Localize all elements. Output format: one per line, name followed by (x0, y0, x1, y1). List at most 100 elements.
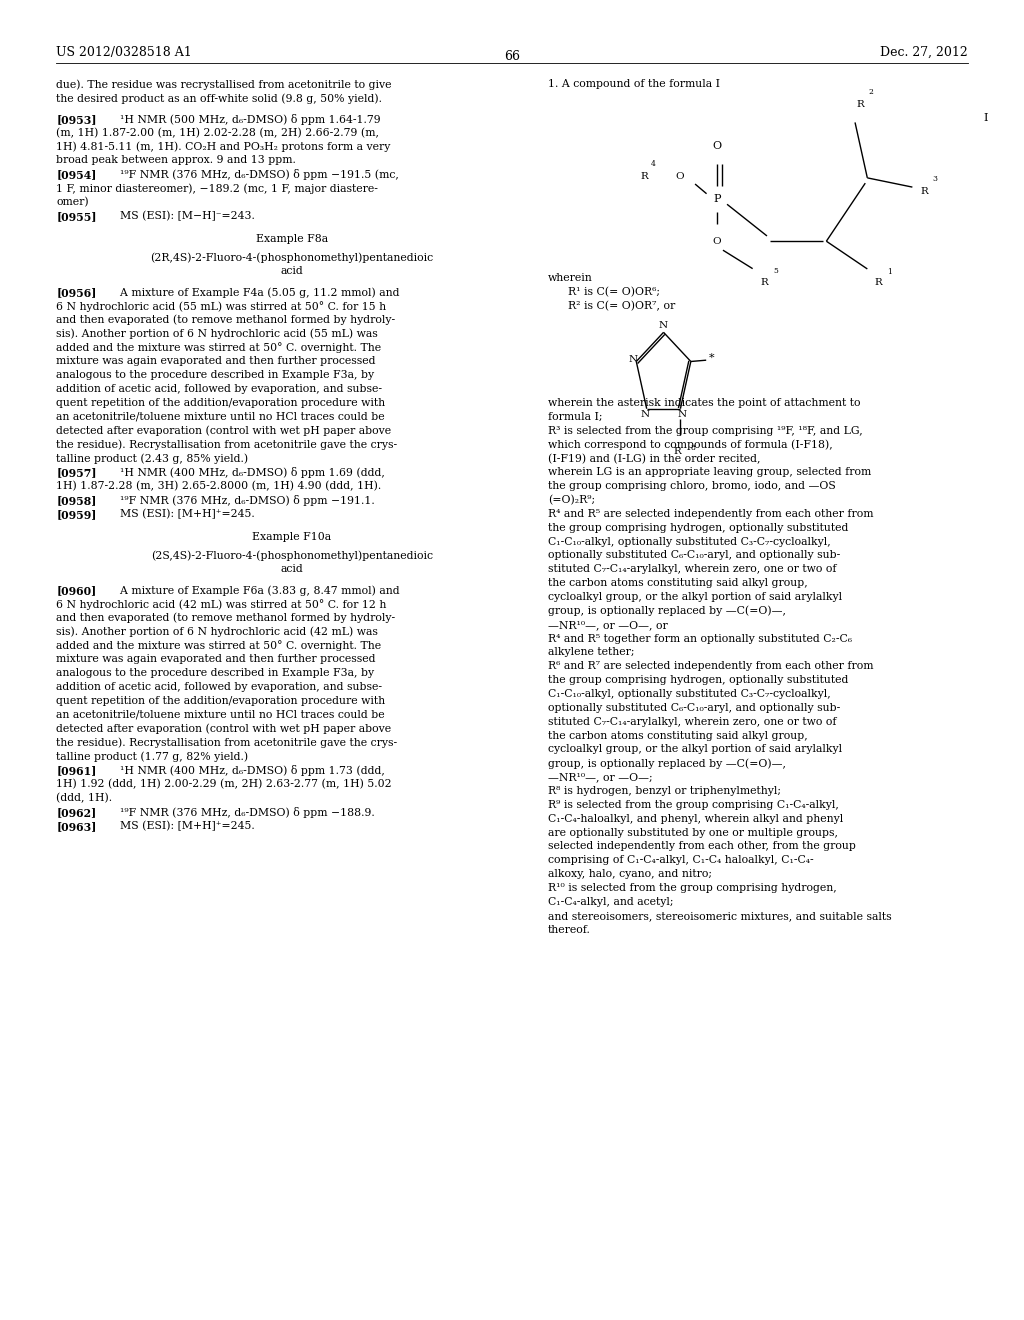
Text: [0954]: [0954] (56, 169, 96, 181)
Text: quent repetition of the addition/evaporation procedure with: quent repetition of the addition/evapora… (56, 696, 385, 706)
Text: 1H) 1.87-2.28 (m, 3H) 2.65-2.8000 (m, 1H) 4.90 (ddd, 1H).: 1H) 1.87-2.28 (m, 3H) 2.65-2.8000 (m, 1H… (56, 480, 382, 491)
Text: 1H) 1.92 (ddd, 1H) 2.00-2.29 (m, 2H) 2.63-2.77 (m, 1H) 5.02: 1H) 1.92 (ddd, 1H) 2.00-2.29 (m, 2H) 2.6… (56, 779, 392, 789)
Text: optionally substituted C₆-C₁₀-aryl, and optionally sub-: optionally substituted C₆-C₁₀-aryl, and … (548, 702, 840, 713)
Text: O: O (713, 141, 721, 150)
Text: R: R (921, 186, 929, 195)
Text: —NR¹⁰—, or —O—;: —NR¹⁰—, or —O—; (548, 772, 652, 783)
Text: Dec. 27, 2012: Dec. 27, 2012 (880, 46, 968, 59)
Text: wherein: wherein (548, 273, 593, 284)
Text: sis). Another portion of 6 N hydrochloric acid (55 mL) was: sis). Another portion of 6 N hydrochlori… (56, 329, 378, 339)
Text: R¹⁰ is selected from the group comprising hydrogen,: R¹⁰ is selected from the group comprisin… (548, 883, 837, 894)
Text: mixture was again evaporated and then further processed: mixture was again evaporated and then fu… (56, 655, 376, 664)
Text: 6 N hydrochloric acid (42 mL) was stirred at 50° C. for 12 h: 6 N hydrochloric acid (42 mL) was stirre… (56, 599, 387, 610)
Text: an acetonitrile/toluene mixture until no HCl traces could be: an acetonitrile/toluene mixture until no… (56, 412, 385, 422)
Text: [0956]: [0956] (56, 286, 96, 298)
Text: the carbon atoms constituting said alkyl group,: the carbon atoms constituting said alkyl… (548, 730, 808, 741)
Text: cycloalkyl group, or the alkyl portion of said arylalkyl: cycloalkyl group, or the alkyl portion o… (548, 744, 842, 755)
Text: acid: acid (281, 564, 303, 574)
Text: —NR¹⁰—, or —O—, or: —NR¹⁰—, or —O—, or (548, 619, 668, 630)
Text: N: N (678, 409, 687, 418)
Text: the residue). Recrystallisation from acetonitrile gave the crys-: the residue). Recrystallisation from ace… (56, 440, 397, 450)
Text: [0961]: [0961] (56, 766, 96, 776)
Text: R: R (874, 279, 883, 288)
Text: (2R,4S)-2-Fluoro-4-(phosphonomethyl)pentanedioic: (2R,4S)-2-Fluoro-4-(phosphonomethyl)pent… (151, 252, 433, 263)
Text: (m, 1H) 1.87-2.00 (m, 1H) 2.02-2.28 (m, 2H) 2.66-2.79 (m,: (m, 1H) 1.87-2.00 (m, 1H) 2.02-2.28 (m, … (56, 128, 379, 139)
Text: [0960]: [0960] (56, 585, 96, 597)
Text: A mixture of Example F4a (5.05 g, 11.2 mmol) and: A mixture of Example F4a (5.05 g, 11.2 m… (113, 286, 399, 298)
Text: ¹⁹F NMR (376 MHz, d₆-DMSO) δ ppm −188.9.: ¹⁹F NMR (376 MHz, d₆-DMSO) δ ppm −188.9. (113, 807, 375, 818)
Text: which correspond to compounds of formula (I-F18),: which correspond to compounds of formula… (548, 440, 833, 450)
Text: the desired product as an off-white solid (9.8 g, 50% yield).: the desired product as an off-white soli… (56, 92, 382, 104)
Text: 8: 8 (690, 445, 695, 453)
Text: US 2012/0328518 A1: US 2012/0328518 A1 (56, 46, 193, 59)
Text: [0955]: [0955] (56, 211, 97, 222)
Text: [0953]: [0953] (56, 114, 97, 125)
Text: (ddd, 1H).: (ddd, 1H). (56, 793, 113, 804)
Text: broad peak between approx. 9 and 13 ppm.: broad peak between approx. 9 and 13 ppm. (56, 156, 296, 165)
Text: R⁴ and R⁵ are selected independently from each other from: R⁴ and R⁵ are selected independently fro… (548, 508, 873, 519)
Text: 2: 2 (868, 88, 873, 96)
Text: MS (ESI): [M−H]⁻=243.: MS (ESI): [M−H]⁻=243. (113, 211, 255, 222)
Text: R: R (674, 447, 681, 455)
Text: detected after evaporation (control with wet pH paper above: detected after evaporation (control with… (56, 723, 391, 734)
Text: ¹H NMR (400 MHz, d₆-DMSO) δ ppm 1.73 (ddd,: ¹H NMR (400 MHz, d₆-DMSO) δ ppm 1.73 (dd… (113, 766, 385, 776)
Text: talline product (2.43 g, 85% yield.): talline product (2.43 g, 85% yield.) (56, 453, 249, 465)
Text: omer): omer) (56, 197, 89, 207)
Text: wherein the asterisk indicates the point of attachment to: wherein the asterisk indicates the point… (548, 397, 860, 408)
Text: R⁶ and R⁷ are selected independently from each other from: R⁶ and R⁷ are selected independently fro… (548, 661, 873, 672)
Text: (I-F19) and (I-LG) in the order recited,: (I-F19) and (I-LG) in the order recited, (548, 453, 761, 463)
Text: R⁴ and R⁵ together form an optionally substituted C₂-C₆: R⁴ and R⁵ together form an optionally su… (548, 634, 852, 644)
Text: due). The residue was recrystallised from acetonitrile to give: due). The residue was recrystallised fro… (56, 79, 392, 90)
Text: the carbon atoms constituting said alkyl group,: the carbon atoms constituting said alkyl… (548, 578, 808, 589)
Text: added and the mixture was stirred at 50° C. overnight. The: added and the mixture was stirred at 50°… (56, 342, 382, 354)
Text: N: N (629, 355, 637, 364)
Text: talline product (1.77 g, 82% yield.): talline product (1.77 g, 82% yield.) (56, 751, 249, 762)
Text: ¹⁹F NMR (376 MHz, d₆-DMSO) δ ppm −191.1.: ¹⁹F NMR (376 MHz, d₆-DMSO) δ ppm −191.1. (113, 495, 375, 506)
Text: ¹H NMR (500 MHz, d₆-DMSO) δ ppm 1.64-1.79: ¹H NMR (500 MHz, d₆-DMSO) δ ppm 1.64-1.7… (113, 114, 380, 125)
Text: Example F10a: Example F10a (252, 532, 332, 543)
Text: group, is optionally replaced by —C(=O)—,: group, is optionally replaced by —C(=O)—… (548, 758, 785, 770)
Text: addition of acetic acid, followed by evaporation, and subse-: addition of acetic acid, followed by eva… (56, 682, 382, 692)
Text: R: R (761, 279, 769, 286)
Text: addition of acetic acid, followed by evaporation, and subse-: addition of acetic acid, followed by eva… (56, 384, 382, 395)
Text: O: O (713, 238, 721, 246)
Text: acid: acid (281, 267, 303, 276)
Text: R⁹ is selected from the group comprising C₁-C₄-alkyl,: R⁹ is selected from the group comprising… (548, 800, 839, 810)
Text: Example F8a: Example F8a (256, 235, 328, 244)
Text: 3: 3 (933, 176, 938, 183)
Text: alkylene tether;: alkylene tether; (548, 647, 634, 657)
Text: ¹⁹F NMR (376 MHz, d₆-DMSO) δ ppm −191.5 (mc,: ¹⁹F NMR (376 MHz, d₆-DMSO) δ ppm −191.5 … (113, 169, 398, 181)
Text: added and the mixture was stirred at 50° C. overnight. The: added and the mixture was stirred at 50°… (56, 640, 382, 651)
Text: *: * (710, 352, 715, 363)
Text: [0958]: [0958] (56, 495, 96, 506)
Text: A mixture of Example F6a (3.83 g, 8.47 mmol) and: A mixture of Example F6a (3.83 g, 8.47 m… (113, 585, 399, 595)
Text: [0959]: [0959] (56, 508, 96, 520)
Text: C₁-C₁₀-alkyl, optionally substituted C₃-C₇-cycloalkyl,: C₁-C₁₀-alkyl, optionally substituted C₃-… (548, 689, 830, 700)
Text: [0957]: [0957] (56, 467, 97, 478)
Text: the group comprising chloro, bromo, iodo, and —OS: the group comprising chloro, bromo, iodo… (548, 480, 836, 491)
Text: wherein LG is an appropriate leaving group, selected from: wherein LG is an appropriate leaving gro… (548, 467, 871, 478)
Text: group, is optionally replaced by —C(=O)—,: group, is optionally replaced by —C(=O)—… (548, 606, 785, 616)
Text: 1H) 4.81-5.11 (m, 1H). CO₂H and PO₃H₂ protons form a very: 1H) 4.81-5.11 (m, 1H). CO₂H and PO₃H₂ pr… (56, 141, 391, 152)
Text: selected independently from each other, from the group: selected independently from each other, … (548, 841, 856, 851)
Text: O: O (675, 172, 684, 181)
Text: quent repetition of the addition/evaporation procedure with: quent repetition of the addition/evapora… (56, 397, 385, 408)
Text: stituted C₇-C₁₄-arylalkyl, wherein zero, one or two of: stituted C₇-C₁₄-arylalkyl, wherein zero,… (548, 564, 837, 574)
Text: analogous to the procedure described in Example F3a, by: analogous to the procedure described in … (56, 370, 375, 380)
Text: 4: 4 (651, 160, 656, 168)
Text: the residue). Recrystallisation from acetonitrile gave the crys-: the residue). Recrystallisation from ace… (56, 738, 397, 748)
Text: detected after evaporation (control with wet pH paper above: detected after evaporation (control with… (56, 425, 391, 437)
Text: N: N (640, 409, 649, 418)
Text: and then evaporated (to remove methanol formed by hydroly-: and then evaporated (to remove methanol … (56, 314, 395, 326)
Text: the group comprising hydrogen, optionally substituted: the group comprising hydrogen, optionall… (548, 523, 848, 533)
Text: the group comprising hydrogen, optionally substituted: the group comprising hydrogen, optionall… (548, 675, 848, 685)
Text: sis). Another portion of 6 N hydrochloric acid (42 mL) was: sis). Another portion of 6 N hydrochlori… (56, 627, 378, 638)
Text: 1. A compound of the formula I: 1. A compound of the formula I (548, 79, 720, 90)
Text: are optionally substituted by one or multiple groups,: are optionally substituted by one or mul… (548, 828, 838, 838)
Text: thereof.: thereof. (548, 924, 591, 935)
Text: optionally substituted C₆-C₁₀-aryl, and optionally sub-: optionally substituted C₆-C₁₀-aryl, and … (548, 550, 840, 561)
Text: stituted C₇-C₁₄-arylalkyl, wherein zero, one or two of: stituted C₇-C₁₄-arylalkyl, wherein zero,… (548, 717, 837, 727)
Text: P: P (713, 194, 721, 205)
Text: 66: 66 (504, 50, 520, 63)
Text: mixture was again evaporated and then further processed: mixture was again evaporated and then fu… (56, 356, 376, 367)
